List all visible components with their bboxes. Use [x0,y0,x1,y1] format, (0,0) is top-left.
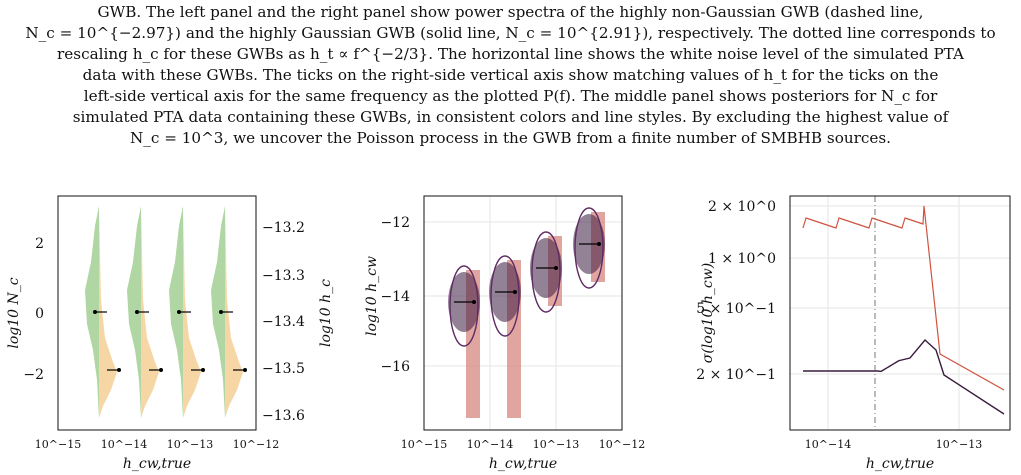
left-ylabel: log10 N_c [6,277,22,348]
left-green-half-3 [169,206,183,418]
right-ylabel: σ(log10 h_cw) [700,263,716,363]
left-orange-half-4 [225,206,243,418]
mid-outline-violin-2 [490,255,520,337]
left-ytick-m2: −2 [23,367,44,383]
figure-caption: GWB. The left panel and the right panel … [6,2,1015,149]
mid-outline-violin-3 [531,231,561,313]
mid-dot-2 [513,290,517,294]
right-ytick-4: 2 × 10^−1 [696,367,776,383]
mid-xtick-3: 10^−13 [533,438,579,451]
left-green-half-1 [85,206,99,418]
left-rtick-5: −13.6 [262,408,305,424]
left-top-dot-2 [135,310,139,314]
left-rtick-1: −13.2 [262,220,305,236]
left-ytick-2: 2 [35,236,44,252]
left-xtick-2: 10^−14 [101,438,147,451]
left-orange-half-2 [141,206,159,418]
middle-panel: −12 −14 −16 10^−15 10^−14 10^−13 10^−12 … [364,195,645,472]
mid-outline-violin-4 [574,207,604,289]
left-axes-frame [57,195,257,431]
mid-dot-3 [554,266,558,270]
left-rtick-2: −13.3 [262,268,305,284]
mid-outline-violin-1 [449,265,479,347]
left-bottom-dot-2 [159,368,163,372]
left-rtick-3: −13.4 [262,314,305,330]
mid-xtick-1: 10^−15 [401,438,447,451]
left-bottom-dot-1 [117,368,121,372]
left-top-dot-3 [177,310,181,314]
left-green-half-2 [127,206,141,418]
left-green-half-4 [211,206,225,418]
right-panel: 2 × 10^0 1 × 10^0 5 × 10^−1 2 × 10^−1 10… [696,195,1011,472]
left-orange-half-3 [183,206,201,418]
caption-line-1: GWB. The left panel and the right panel … [97,3,924,21]
left-top-dot-1 [93,310,97,314]
right-ytick-1: 2 × 10^0 [708,199,776,215]
right-red-series [802,205,1005,391]
right-ytick-3: 5 × 10^−1 [696,301,776,317]
left-orange-half-1 [99,206,117,418]
mid-xlabel: h_cw,true [489,456,557,472]
right-xlabel: h_cw,true [866,456,934,472]
left-xtick-1: 10^−15 [35,438,81,451]
right-series [802,205,1005,415]
mid-ytick-2: −14 [380,289,410,305]
left-panel: 2 0 −2 −13.2 −13.3 −13.4 −13.5 −13.6 10^… [6,195,334,472]
right-xtick-1: 10^−14 [805,438,851,451]
mid-dot-1 [472,300,476,304]
left-xlabel: h_cw,true [123,456,191,472]
left-bottom-dot-3 [201,368,205,372]
mid-ytick-3: −16 [380,359,410,375]
left-ylabel-right: log10 h_c [318,279,334,347]
left-bottom-dot-4 [243,368,247,372]
middle-axes-frame [423,195,623,431]
left-ytick-0: 0 [35,306,44,322]
right-xtick-2: 10^−13 [936,438,982,451]
right-dark-series [803,338,1005,415]
mid-ytick-1: −12 [380,215,410,231]
caption-line-7: N_c = 10^3, we uncover the Poisson proce… [129,129,892,147]
left-top-dot-4 [219,310,223,314]
left-violins [85,206,247,418]
right-ytick-2: 1 × 10^0 [708,251,776,267]
caption-line-4: data with these GWBs. The ticks on the r… [82,66,939,84]
caption-line-5: left-side vertical axis for the same fre… [83,87,938,105]
mid-xtick-2: 10^−14 [467,438,513,451]
left-rtick-4: −13.5 [262,361,305,377]
left-xtick-4: 10^−12 [233,438,279,451]
caption-line-2: N_c = 10^{−2.97}) and the highly Gaussia… [25,24,996,42]
mid-ylabel: log10 h_cw [364,256,380,336]
mid-dot-4 [597,242,601,246]
mid-xtick-4: 10^−12 [599,438,645,451]
left-xtick-3: 10^−13 [167,438,213,451]
caption-line-3: rescaling h_c for these GWBs as h_t ∝ f^… [57,45,964,63]
right-axes-frame [789,195,1011,431]
caption-line-6: simulated PTA data containing these GWBs… [72,108,949,126]
middle-violins [448,207,605,418]
